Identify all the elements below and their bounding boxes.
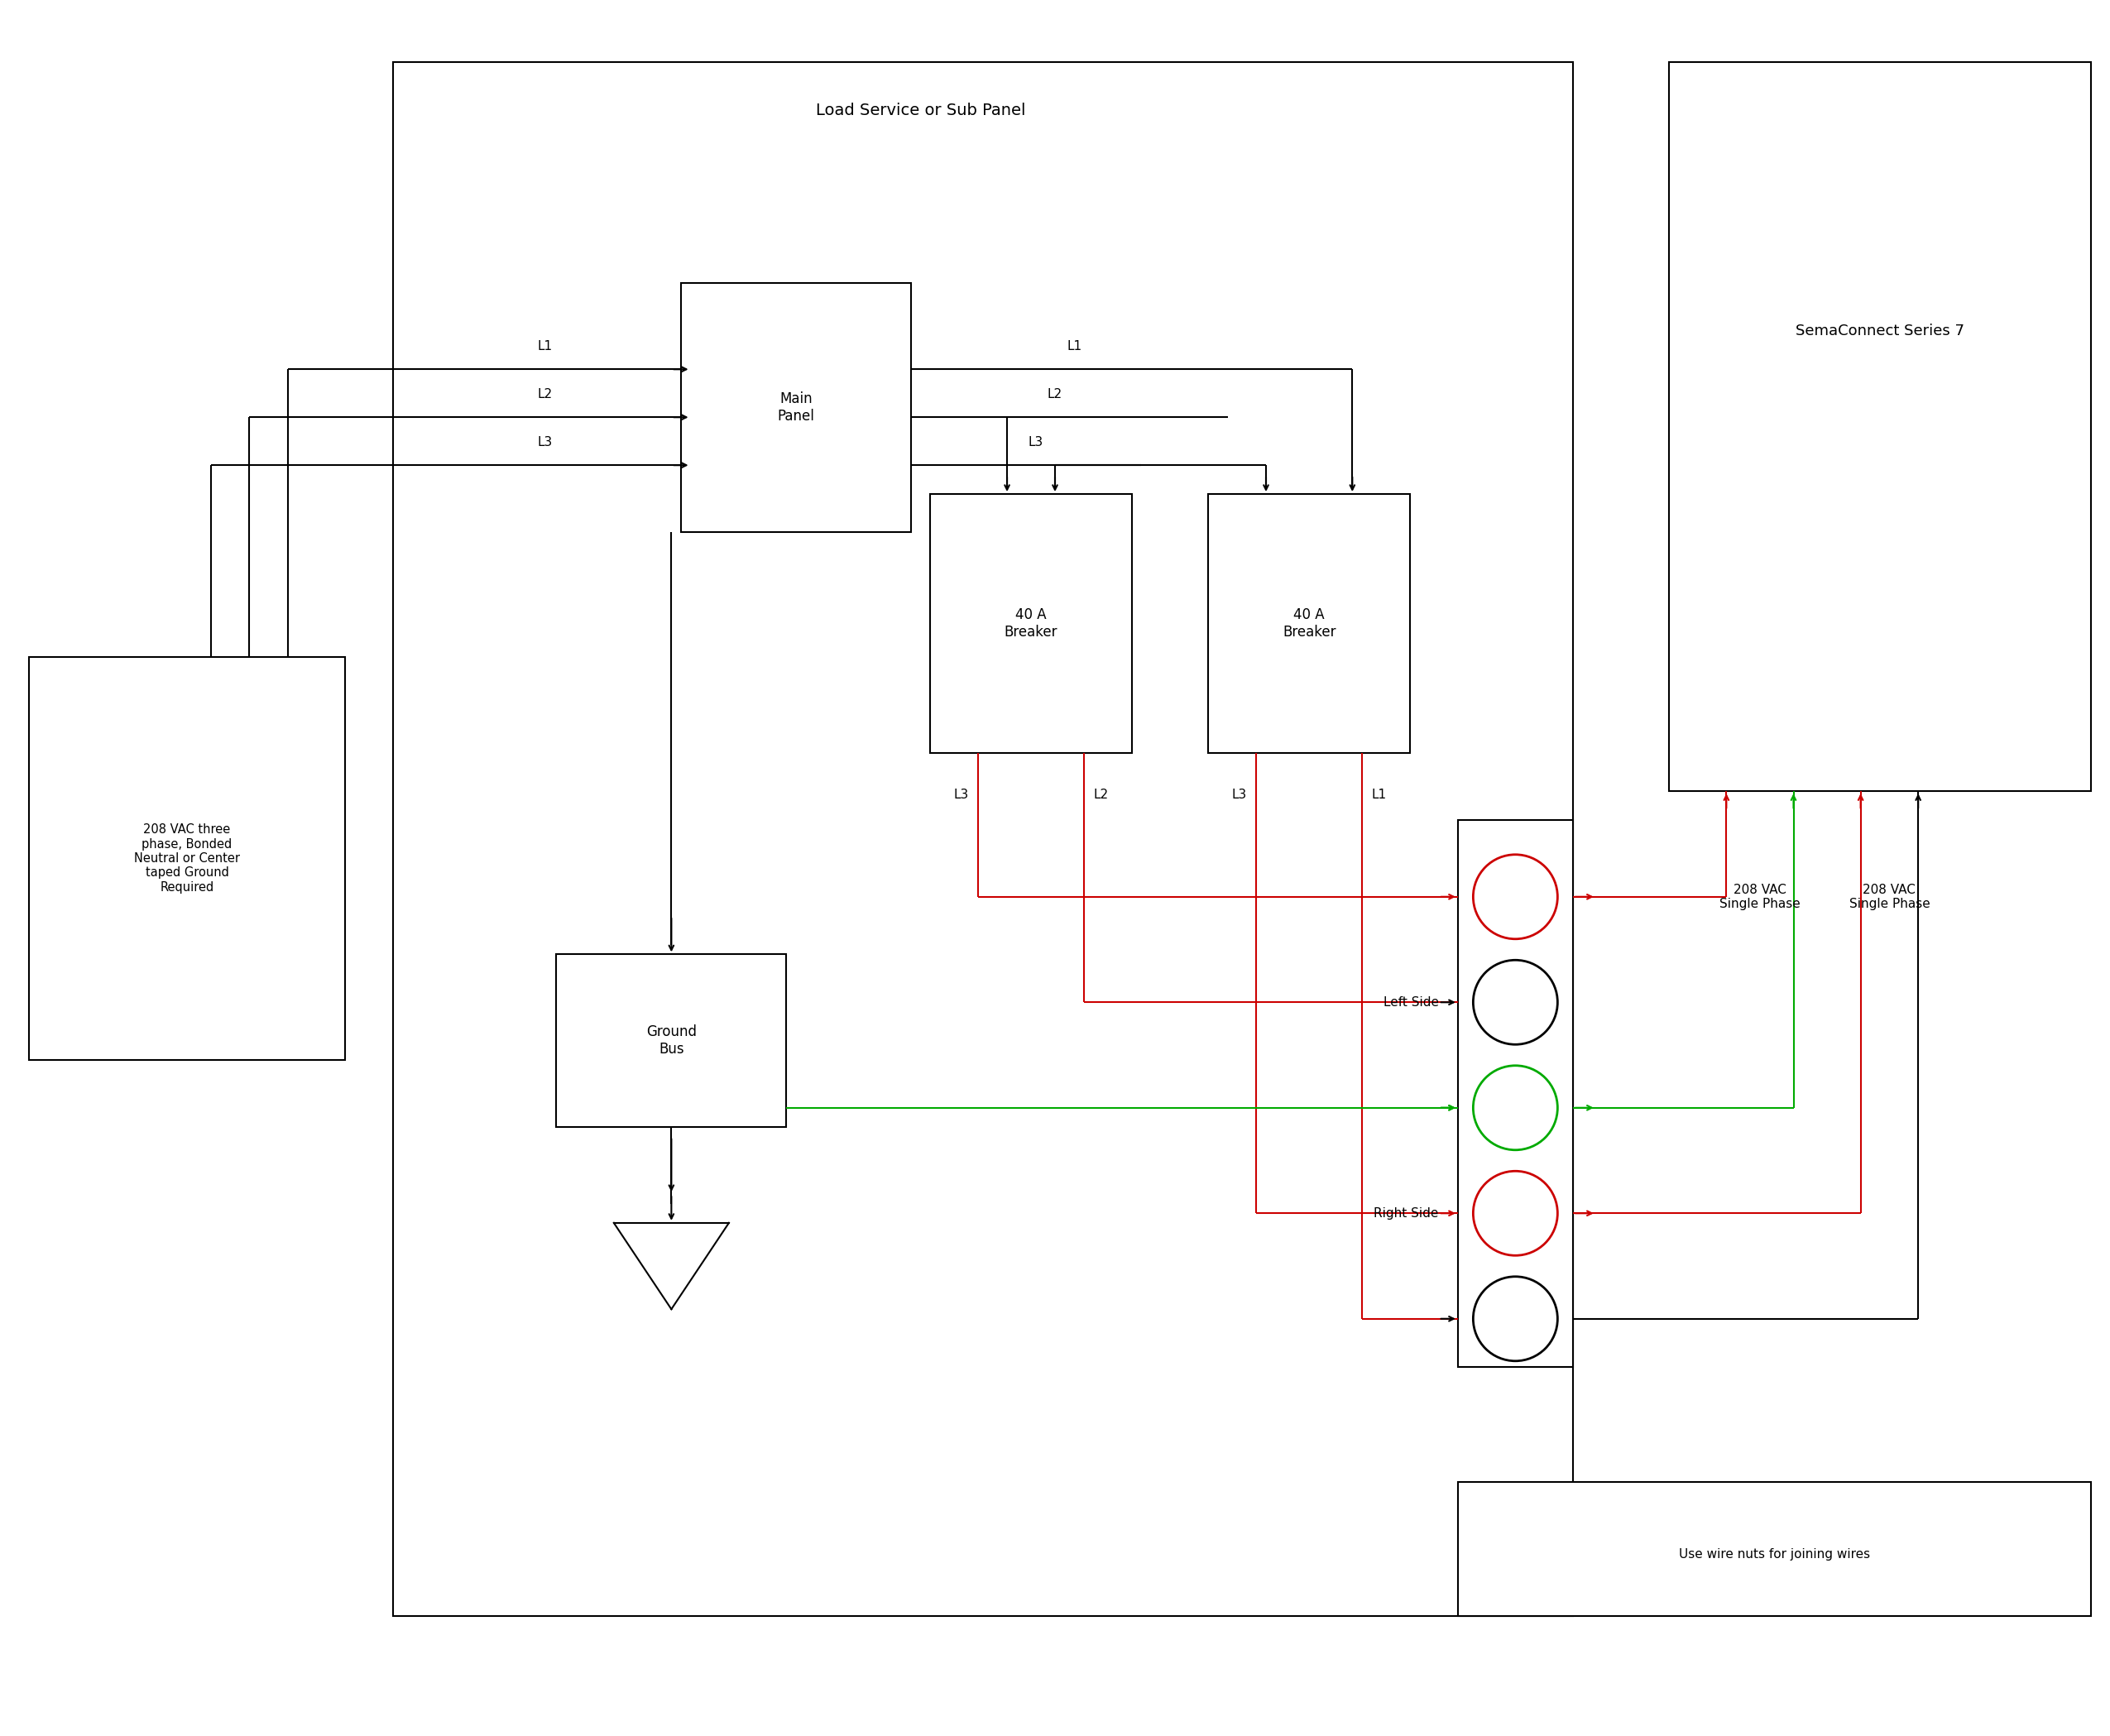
Bar bbox=[392, 62, 1572, 1616]
Text: L3: L3 bbox=[1028, 436, 1042, 448]
Text: L1: L1 bbox=[538, 340, 553, 352]
Text: Ground
Bus: Ground Bus bbox=[646, 1024, 696, 1057]
Circle shape bbox=[1473, 960, 1557, 1045]
Text: L2: L2 bbox=[1093, 788, 1108, 802]
Bar bbox=[30, 656, 346, 1059]
Text: 40 A
Breaker: 40 A Breaker bbox=[1004, 608, 1057, 639]
Bar bbox=[1209, 495, 1409, 753]
Text: L3: L3 bbox=[954, 788, 968, 802]
Text: Right Side: Right Side bbox=[1374, 1207, 1439, 1219]
Bar bbox=[1669, 62, 2091, 792]
Bar bbox=[682, 283, 912, 533]
Bar bbox=[1458, 1483, 2091, 1616]
Text: 208 VAC
Single Phase: 208 VAC Single Phase bbox=[1720, 884, 1800, 910]
Circle shape bbox=[1473, 854, 1557, 939]
Text: 208 VAC three
phase, Bonded
Neutral or Center
taped Ground
Required: 208 VAC three phase, Bonded Neutral or C… bbox=[135, 823, 241, 894]
Text: Use wire nuts for joining wires: Use wire nuts for joining wires bbox=[1680, 1549, 1869, 1561]
Text: Left Side: Left Side bbox=[1384, 996, 1439, 1009]
Text: 40 A
Breaker: 40 A Breaker bbox=[1283, 608, 1336, 639]
Bar bbox=[931, 495, 1131, 753]
Bar bbox=[1458, 819, 1572, 1366]
Text: 208 VAC
Single Phase: 208 VAC Single Phase bbox=[1848, 884, 1931, 910]
Text: L1: L1 bbox=[1372, 788, 1386, 802]
Text: SemaConnect Series 7: SemaConnect Series 7 bbox=[1796, 323, 1964, 339]
Circle shape bbox=[1473, 1276, 1557, 1361]
Text: L3: L3 bbox=[538, 436, 553, 448]
Text: Main
Panel: Main Panel bbox=[776, 392, 814, 424]
Text: L1: L1 bbox=[1068, 340, 1082, 352]
Text: L2: L2 bbox=[538, 389, 553, 401]
Circle shape bbox=[1473, 1066, 1557, 1149]
Text: L3: L3 bbox=[1232, 788, 1247, 802]
Text: L2: L2 bbox=[1047, 389, 1063, 401]
Bar bbox=[557, 955, 787, 1127]
Circle shape bbox=[1473, 1172, 1557, 1255]
Text: Load Service or Sub Panel: Load Service or Sub Panel bbox=[817, 102, 1025, 118]
